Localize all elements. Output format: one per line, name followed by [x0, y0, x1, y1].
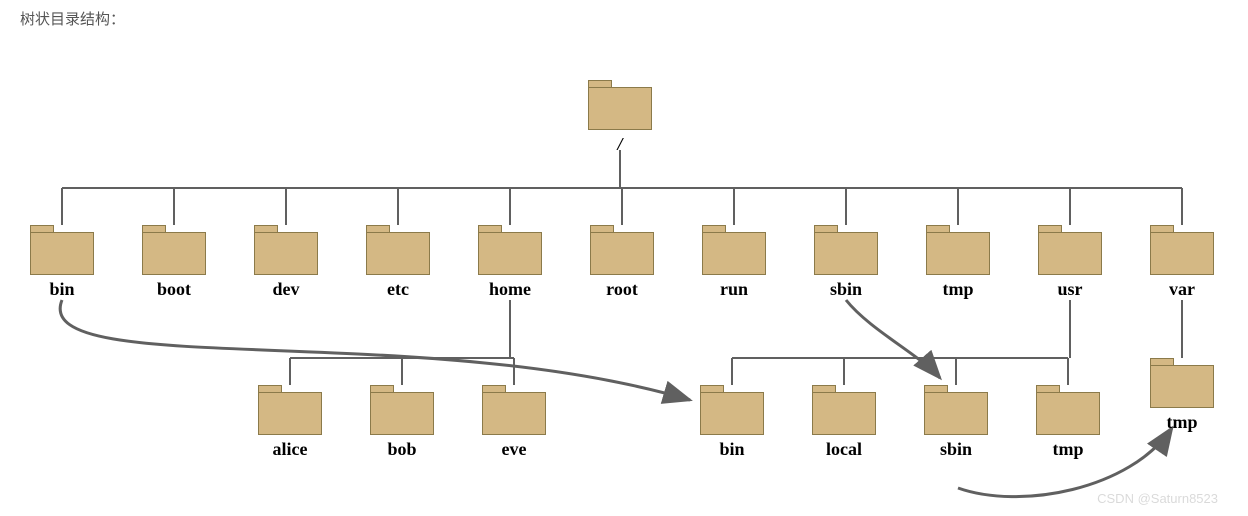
- folder-usr: [1038, 225, 1102, 275]
- watermark: CSDN @Saturn8523: [1097, 491, 1218, 506]
- folder-utmp: [1036, 385, 1100, 435]
- label-local: local: [826, 439, 862, 460]
- label-alice: alice: [273, 439, 308, 460]
- folder-ubin: [700, 385, 764, 435]
- label-eve: eve: [502, 439, 527, 460]
- folder-eve: [482, 385, 546, 435]
- folder-etc: [366, 225, 430, 275]
- label-bob: bob: [387, 439, 416, 460]
- label-run: run: [720, 279, 748, 300]
- label-ubin: bin: [719, 439, 744, 460]
- folder-root2: [590, 225, 654, 275]
- folder-vtmp: [1150, 358, 1214, 408]
- label-root2: root: [606, 279, 638, 300]
- folder-run: [702, 225, 766, 275]
- folder-local: [812, 385, 876, 435]
- folder-root: [588, 80, 652, 130]
- folder-home: [478, 225, 542, 275]
- folder-bin: [30, 225, 94, 275]
- folder-usbin: [924, 385, 988, 435]
- label-boot: boot: [157, 279, 191, 300]
- label-tmp: tmp: [943, 279, 974, 300]
- label-dev: dev: [273, 279, 300, 300]
- label-usr: usr: [1057, 279, 1082, 300]
- label-bin: bin: [49, 279, 74, 300]
- label-utmp: tmp: [1053, 439, 1084, 460]
- label-var: var: [1169, 279, 1195, 300]
- label-home: home: [489, 279, 531, 300]
- label-sbin: sbin: [830, 279, 862, 300]
- folder-sbin: [814, 225, 878, 275]
- label-etc: etc: [387, 279, 409, 300]
- folder-tmp: [926, 225, 990, 275]
- arrow-sbin-to-usbin: [846, 300, 940, 378]
- folder-bob: [370, 385, 434, 435]
- label-vtmp: tmp: [1167, 412, 1198, 433]
- page-title: 树状目录结构：: [20, 8, 125, 29]
- folder-boot: [142, 225, 206, 275]
- folder-dev: [254, 225, 318, 275]
- folder-alice: [258, 385, 322, 435]
- folder-var: [1150, 225, 1214, 275]
- label-usbin: sbin: [940, 439, 972, 460]
- label-root: /: [617, 134, 622, 155]
